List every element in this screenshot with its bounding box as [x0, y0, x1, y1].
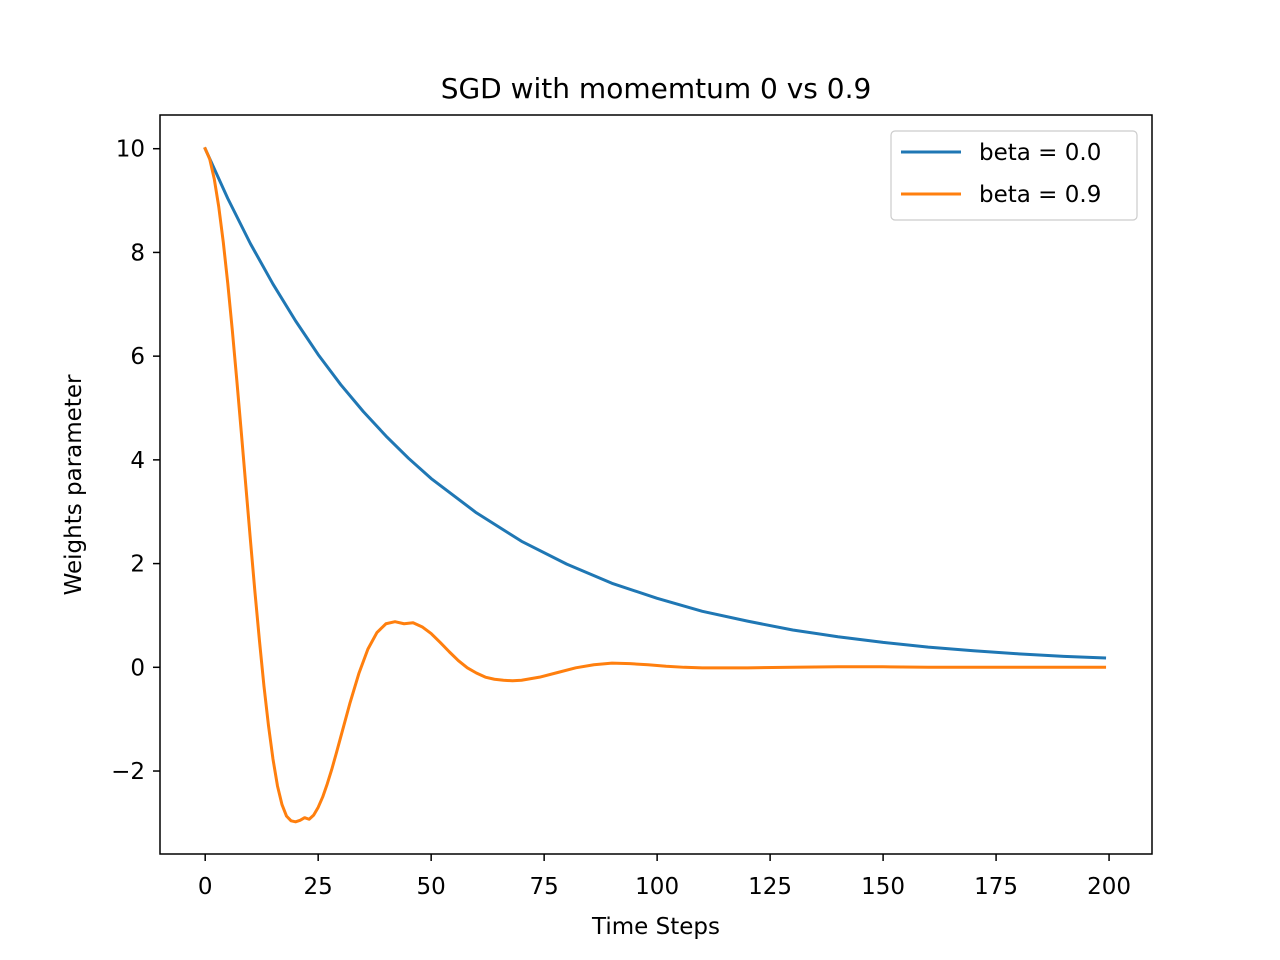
y-axis: −2 0 2 4 6 8 10: [111, 137, 160, 785]
chart-title: SGD with momemtum 0 vs 0.9: [441, 72, 872, 105]
x-axis: 0 25 50 75 100 125 150 175 200: [198, 854, 1131, 900]
x-axis-title: Time Steps: [591, 914, 720, 940]
series-line-1: [203, 146, 1107, 824]
plot-area: [159, 114, 1153, 855]
y-tick-label: 8: [130, 240, 145, 266]
series-layer: [203, 146, 1107, 824]
x-tick-label: 75: [530, 874, 559, 900]
legend-label-beta-0-0: beta = 0.0: [979, 140, 1101, 166]
y-tick-label: 0: [130, 655, 145, 681]
y-tick-label: 6: [130, 344, 145, 370]
axes-frame: [159, 114, 1153, 855]
y-tick-label: 2: [130, 552, 145, 578]
series-line-0: [203, 146, 1107, 660]
x-tick-label: 50: [417, 874, 446, 900]
x-tick-label: 125: [748, 874, 792, 900]
x-tick-label: 0: [198, 874, 213, 900]
x-tick-label: 100: [635, 874, 679, 900]
y-tick-label: 4: [130, 448, 145, 474]
x-tick-label: 25: [304, 874, 333, 900]
legend-label-beta-0-9: beta = 0.9: [979, 182, 1101, 208]
legend: beta = 0.0 beta = 0.9: [890, 130, 1138, 221]
y-axis-title: Weights parameter: [61, 374, 87, 595]
x-tick-label: 200: [1087, 874, 1131, 900]
y-tick-label: 10: [116, 137, 145, 163]
x-tick-label: 175: [974, 874, 1018, 900]
y-tick-label: −2: [111, 759, 145, 785]
x-tick-label: 150: [861, 874, 905, 900]
